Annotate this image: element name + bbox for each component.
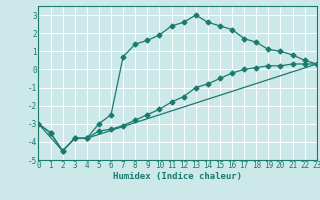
X-axis label: Humidex (Indice chaleur): Humidex (Indice chaleur) xyxy=(113,172,242,181)
